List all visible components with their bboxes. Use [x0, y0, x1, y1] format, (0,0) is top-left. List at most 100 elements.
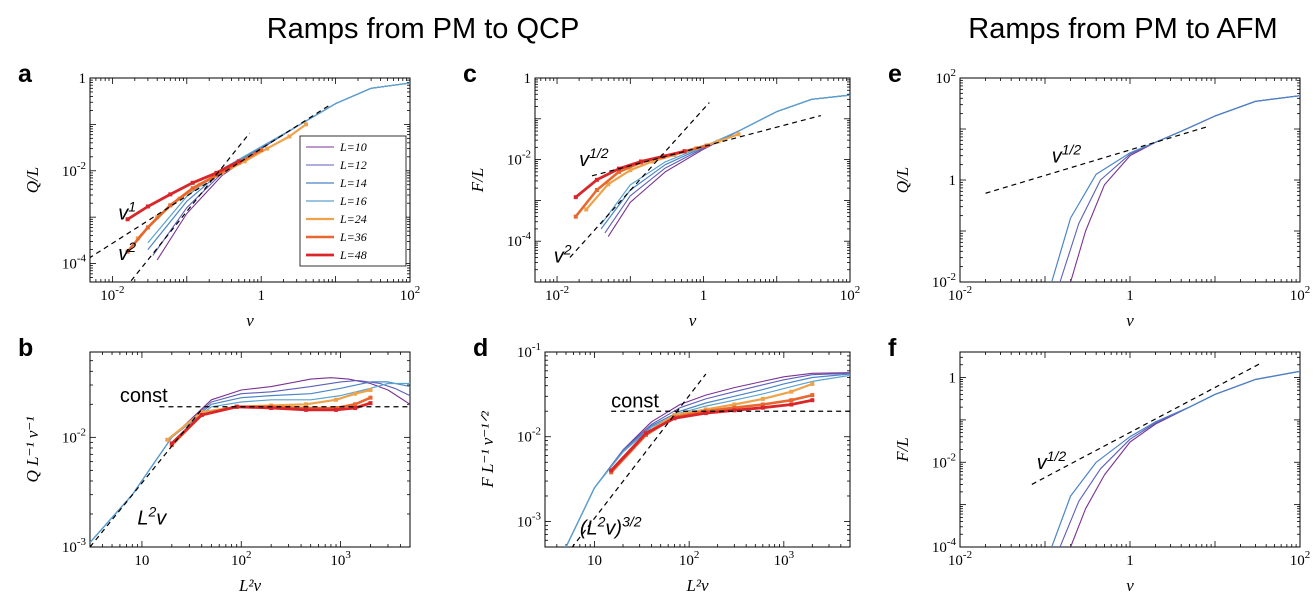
series-line-L16: [90, 382, 410, 543]
legend-entry: L=24: [339, 212, 367, 226]
series-point-L24: [304, 402, 309, 407]
series-point-L48: [573, 195, 578, 200]
guide-line: [569, 102, 710, 258]
guide-line: [1031, 362, 1262, 485]
series-group: [90, 82, 410, 282]
guide-line: [129, 132, 251, 282]
series-line-L12: [1059, 370, 1300, 547]
x-tick-label: 10-2: [100, 284, 124, 304]
x-tick-label: 1: [257, 288, 265, 304]
series-line-L16: [600, 94, 850, 225]
series-point-L36: [760, 402, 765, 407]
x-axis-label: v: [1126, 311, 1134, 330]
plot-frame: [959, 77, 1301, 283]
series-point-L36: [353, 402, 358, 407]
series-point-L48: [145, 204, 150, 209]
series-point-L24: [353, 391, 358, 396]
series-line-L10: [1070, 370, 1300, 547]
series-point-L36: [125, 249, 130, 254]
series-point-L36: [594, 187, 599, 192]
series-line-L24: [137, 123, 307, 240]
series-line-L16: [565, 374, 850, 547]
y-axis-label: Q/L: [893, 167, 912, 193]
y-axis-label: Q L⁻¹ v⁻¹: [23, 417, 42, 483]
x-axis-label: v: [689, 311, 697, 330]
series-point-L48: [594, 177, 599, 182]
y-tick-label: 1: [949, 371, 957, 387]
series-point-L24: [650, 159, 655, 164]
legend-entry: L=10: [339, 140, 367, 154]
x-tick-label: 102: [1290, 549, 1311, 569]
guide-line: [591, 114, 822, 177]
series-point-L48: [214, 170, 219, 175]
panel-label: a: [18, 60, 33, 88]
series-point-L24: [287, 134, 292, 139]
x-tick-label: 103: [330, 549, 351, 569]
x-tick-label: 102: [1290, 284, 1311, 304]
y-tick-label: 10-2: [932, 271, 956, 291]
series-line-L10: [607, 94, 850, 237]
series-point-L36: [168, 203, 173, 208]
annotation: (L2v)3/2: [580, 514, 642, 540]
panel-d: 10 102 103 10-3 10-2 10-1 L²v F L⁻¹ v⁻¹ᐟ² d const…: [473, 334, 851, 595]
plot-frame: [534, 77, 851, 283]
y-tick-label: 1: [949, 173, 957, 189]
x-tick-label: 1: [1126, 288, 1134, 304]
series-point-L48: [269, 406, 274, 411]
annotation: const: [120, 385, 168, 407]
series-point-L24: [242, 159, 247, 164]
x-axis-label: v: [246, 311, 254, 330]
series-point-L48: [199, 412, 204, 417]
series-point-L36: [573, 214, 578, 219]
series-point-L24: [732, 402, 737, 407]
series-point-L48: [789, 402, 794, 407]
legend: L=10 L=12 L=14 L=16 L=24 L=36 L=48: [299, 135, 407, 267]
annotation: const: [611, 391, 659, 413]
series-point-L48: [368, 401, 373, 406]
x-axis-label: v: [1126, 576, 1134, 595]
legend-entry: L=48: [339, 248, 367, 262]
series-group: [1031, 362, 1300, 547]
series-group: [565, 372, 850, 547]
x-axis-label: L²v: [238, 576, 262, 595]
series-point-L48: [638, 159, 643, 164]
series-point-L48: [304, 407, 309, 412]
y-tick-label: 10-4: [932, 536, 957, 556]
panel-label: b: [18, 334, 33, 362]
series-point-L48: [644, 431, 649, 436]
x-tick-label: 102: [231, 549, 251, 569]
x-tick-label: 102: [679, 549, 700, 569]
series-point-L24: [736, 132, 741, 137]
series-line-L48: [126, 160, 240, 221]
series-point-L48: [125, 217, 130, 222]
series-line-L12: [1059, 95, 1300, 282]
series-point-L48: [334, 407, 339, 412]
x-tick-label: 102: [400, 284, 421, 304]
series-point-L24: [628, 168, 633, 173]
series-point-L48: [190, 180, 195, 185]
guide-line: [90, 105, 329, 259]
y-tick-label: 1: [79, 71, 87, 87]
y-axis-label: F L⁻¹ v⁻¹ᐟ²: [478, 410, 497, 488]
series-line-L24: [585, 133, 739, 211]
series-point-L24: [672, 413, 677, 418]
y-tick-label: 10-2: [507, 149, 531, 169]
y-tick-label: 10-2: [62, 160, 86, 180]
x-tick-label: 10: [134, 553, 149, 569]
x-tick-label: 10-2: [948, 549, 972, 569]
series-point-L48: [353, 406, 358, 411]
y-axis-label: F/L: [893, 437, 912, 463]
x-tick-label: 1: [700, 288, 708, 304]
annotation: v1/2: [1037, 448, 1067, 474]
series-line-L10: [1070, 95, 1300, 282]
series-line-L14: [1051, 370, 1300, 547]
panel-a: 10-2 1 10210-410-21vQ/Lav1v2L=10L=12L=14L=…: [18, 60, 420, 330]
y-tick-label: 10-1: [517, 341, 541, 361]
panel-e: 10-2 1 102 10-2 1 102 v Q/L e v1/2: [888, 60, 1310, 330]
x-tick-label: 103: [774, 549, 795, 569]
series-line-L48: [574, 149, 685, 199]
x-tick-label: 10-2: [545, 284, 569, 304]
